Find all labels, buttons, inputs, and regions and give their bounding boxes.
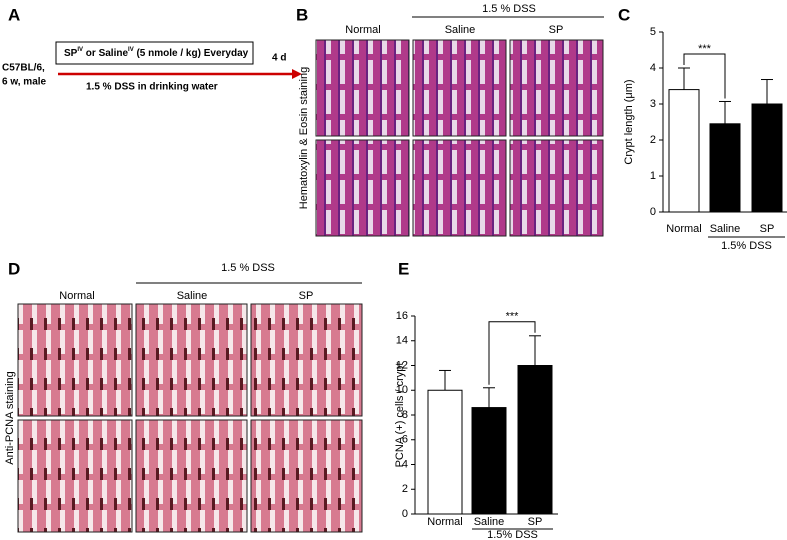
y-tick-label: 4 xyxy=(650,62,656,74)
panel-label: C xyxy=(618,5,630,24)
panel-label: D xyxy=(8,259,20,278)
row-label: Anti-PCNA staining xyxy=(4,371,16,465)
panel-label: E xyxy=(398,259,409,278)
histology-image xyxy=(509,39,604,137)
text: SP xyxy=(64,48,78,59)
x-tick-label: SP xyxy=(528,516,543,528)
y-tick-label: 12 xyxy=(396,359,408,371)
significance-bracket xyxy=(488,321,536,385)
x-tick-label: Normal xyxy=(666,223,701,235)
pcna-images xyxy=(17,303,363,533)
bar xyxy=(471,407,507,515)
histology-image xyxy=(315,39,410,137)
treatment-box xyxy=(55,41,254,65)
mouse-age: 6 w, male xyxy=(2,77,47,88)
group-label: 1.5% DSS xyxy=(721,240,772,252)
bar xyxy=(517,365,553,515)
significance-label: *** xyxy=(506,311,520,323)
column-label: Saline xyxy=(177,290,208,302)
arrow-head xyxy=(292,69,302,79)
y-tick-label: 2 xyxy=(650,134,656,146)
y-tick-label: 4 xyxy=(402,458,408,470)
histology-image xyxy=(509,139,604,237)
bar xyxy=(427,389,463,515)
text: (5 nmole / kg) Everyday xyxy=(134,48,249,59)
bar xyxy=(668,89,700,213)
group-label: 1.5 % DSS xyxy=(221,262,275,274)
y-tick-label: 2 xyxy=(402,483,408,495)
box-text: SPIV or SalineIV (5 nmole / kg) Everyday xyxy=(64,47,249,59)
x-tick-label: Saline xyxy=(710,223,741,235)
y-tick-label: 6 xyxy=(402,434,408,446)
y-tick-label: 0 xyxy=(402,508,408,520)
y-axis-label: PCNA (+) cells / crypt xyxy=(394,363,406,468)
x-tick-label: Normal xyxy=(427,516,462,528)
he-images xyxy=(315,39,604,237)
histology-image xyxy=(135,303,248,417)
mouse-strain: C57BL/6, xyxy=(2,63,45,74)
y-tick-label: 16 xyxy=(396,310,408,322)
significance-label: *** xyxy=(698,43,712,55)
x-tick-label: Saline xyxy=(474,516,505,528)
superscript: IV xyxy=(77,47,83,53)
bar xyxy=(709,123,741,213)
column-label: Normal xyxy=(59,290,94,302)
column-label: Normal xyxy=(345,24,380,36)
panel-label: B xyxy=(296,5,308,24)
histology-image xyxy=(412,139,507,237)
histology-image xyxy=(412,39,507,137)
group-label: 1.5% DSS xyxy=(487,529,538,540)
treatment-text: 1.5 % DSS in drinking water xyxy=(86,82,218,93)
histology-image xyxy=(17,419,133,533)
x-tick-label: SP xyxy=(760,223,775,235)
y-tick-label: 8 xyxy=(402,409,408,421)
group-label: 1.5 % DSS xyxy=(482,3,536,15)
end-time: 4 d xyxy=(272,53,286,64)
text: or Saline xyxy=(83,48,128,59)
y-tick-label: 14 xyxy=(396,335,408,347)
y-tick-label: 5 xyxy=(650,26,656,38)
bar xyxy=(751,103,783,213)
column-label: SP xyxy=(299,290,314,302)
histology-image xyxy=(250,303,363,417)
y-tick-label: 0 xyxy=(650,206,656,218)
panel-label: A xyxy=(8,5,20,24)
column-label: Saline xyxy=(445,24,476,36)
y-axis-label: Crypt length (μm) xyxy=(623,79,635,164)
significance-bracket xyxy=(683,53,726,99)
histology-image xyxy=(315,139,410,237)
y-tick-label: 10 xyxy=(396,384,408,396)
column-label: SP xyxy=(549,24,564,36)
histology-image xyxy=(135,419,248,533)
histology-image xyxy=(250,419,363,533)
y-tick-label: 1 xyxy=(650,170,656,182)
superscript: IV xyxy=(128,47,134,53)
histology-image xyxy=(17,303,133,417)
y-tick-label: 3 xyxy=(650,98,656,110)
row-label: Hematoxylin & Eosin staining xyxy=(298,67,310,209)
